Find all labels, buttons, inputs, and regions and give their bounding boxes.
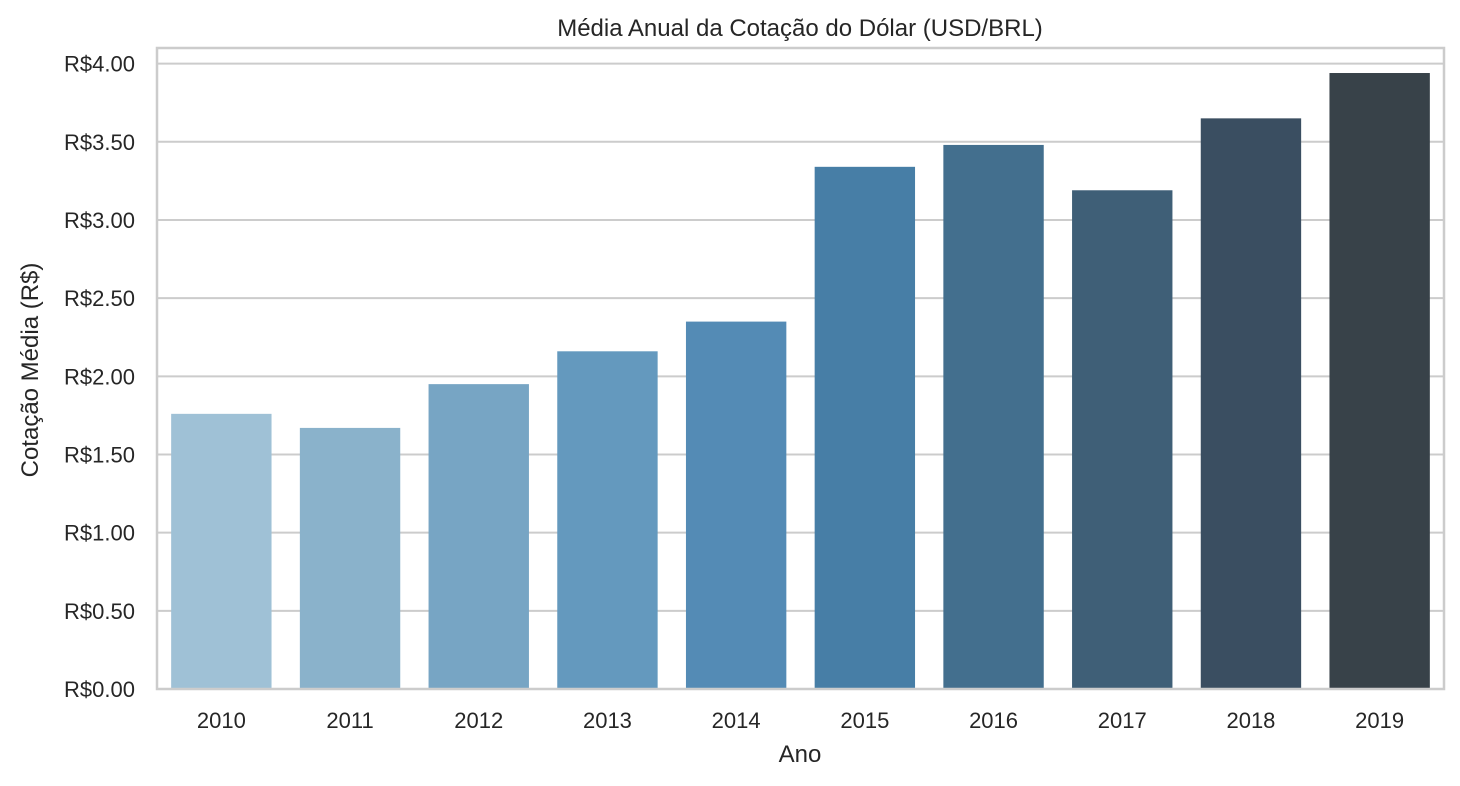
bar-2015 [814,166,916,689]
x-tick-label: 2013 [583,708,632,733]
x-tick-label: 2010 [197,708,246,733]
y-tick-label: R$3.50 [64,130,135,155]
x-tick-label: 2016 [969,708,1018,733]
plot-frame [155,46,1446,691]
y-tick-label: R$1.50 [64,442,135,467]
y-axis-label: Cotação Média (R$) [17,263,44,478]
y-tick-label: R$0.00 [64,677,135,702]
chart-title: Média Anual da Cotação do Dólar (USD/BRL… [557,15,1043,42]
bars [171,73,1430,690]
x-tick-label: 2015 [840,708,889,733]
bar-2010 [171,413,272,689]
y-tick-labels: R$0.00 R$0.50 R$1.00 R$1.50 R$2.00 R$2.50 R$3.… [64,52,135,702]
x-axis-label: Ano [779,741,822,768]
x-tick-label: 2012 [454,708,503,733]
bar-2016 [943,144,1044,689]
y-tick-label: R$2.50 [64,286,135,311]
x-tick-label: 2017 [1098,708,1147,733]
bar-2019 [1329,73,1430,689]
x-tick-label: 2019 [1355,708,1404,733]
bar-2011 [299,427,401,689]
bar-2014 [685,321,787,689]
bar-2012 [428,384,529,689]
y-tick-label: R$4.00 [64,52,135,77]
x-tick-labels: 2010 2011 2012 2013 2014 2015 2016 2017 2018 2019 [197,708,1404,733]
y-tick-label: R$2.00 [64,364,135,389]
y-tick-label: R$3.00 [64,208,135,233]
x-tick-label: 2011 [326,708,373,733]
y-tick-label: R$0.50 [64,599,135,624]
bar-2018 [1200,118,1302,690]
y-tick-label: R$1.00 [64,521,135,546]
x-tick-label: 2018 [1226,708,1275,733]
x-tick-label: 2014 [712,708,761,733]
bar-2013 [557,351,658,689]
bar-2017 [1072,190,1173,689]
